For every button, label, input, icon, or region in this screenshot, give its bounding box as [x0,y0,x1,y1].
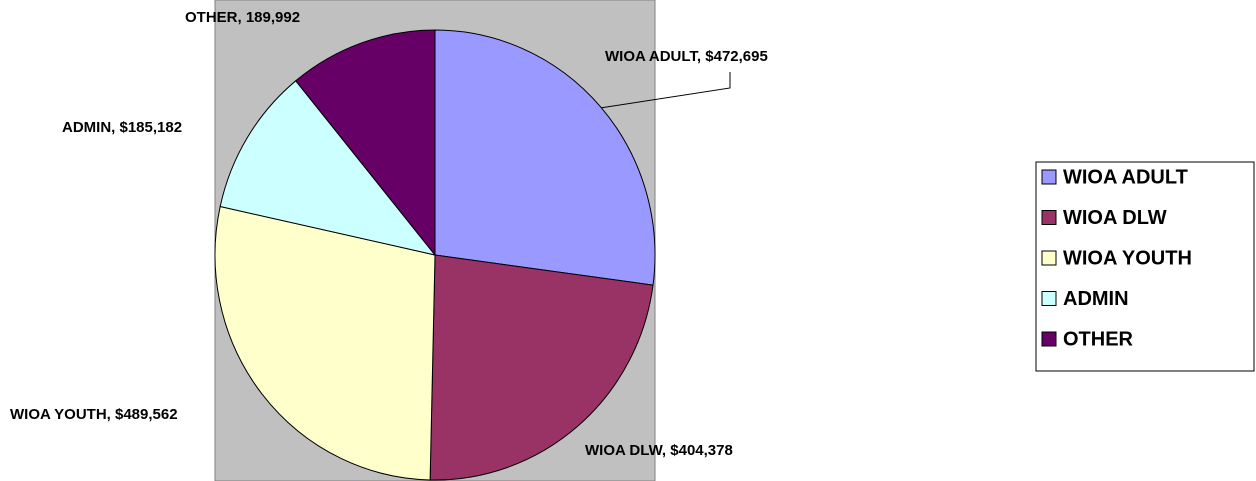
data-label: WIOA ADULT, $472,695 [605,48,768,65]
legend-label: ADMIN [1063,288,1129,310]
legend-swatch [1041,291,1057,306]
legend-swatch [1041,331,1057,347]
pie-slice [214,205,436,481]
pie-slice [295,29,436,257]
legend-label: WIOA ADULT [1063,166,1188,188]
pie-slice [434,29,656,286]
legend-label: WIOA DLW [1063,207,1167,229]
legend [1035,161,1255,372]
pie-slice [429,254,654,481]
leader-line [599,72,731,109]
legend-swatch [1041,210,1057,225]
legend-swatch [1041,169,1057,185]
data-label: WIOA YOUTH, $489,562 [10,406,178,423]
data-label: WIOA DLW, $404,378 [585,442,733,459]
legend-label: WIOA YOUTH [1063,247,1192,269]
data-label: ADMIN, $185,182 [62,119,182,136]
legend-swatch [1041,250,1057,266]
data-label: OTHER, 189,992 [185,9,300,26]
legend-label: OTHER [1063,328,1134,350]
pie-slice [219,80,437,256]
